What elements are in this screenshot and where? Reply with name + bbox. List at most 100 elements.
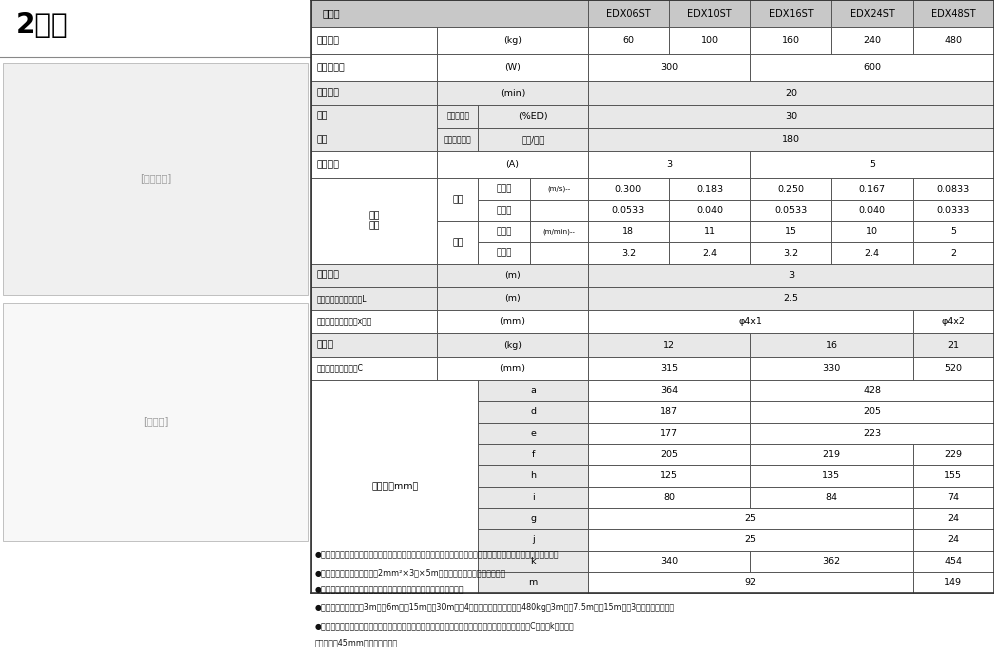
Text: 3: 3: [666, 160, 672, 170]
Bar: [750, 54, 994, 82]
Text: 21: 21: [947, 340, 959, 349]
Bar: [912, 221, 994, 243]
Text: 0.250: 0.250: [777, 184, 804, 193]
Bar: [311, 27, 437, 54]
Text: 2.4: 2.4: [865, 248, 880, 258]
Bar: [311, 82, 437, 105]
Text: 229: 229: [944, 450, 962, 459]
Bar: [311, 333, 437, 356]
Bar: [750, 422, 994, 444]
Text: 5: 5: [869, 160, 875, 170]
Text: 149: 149: [944, 578, 962, 587]
Bar: [587, 105, 994, 128]
Bar: [831, 0, 912, 27]
Text: 0.040: 0.040: [859, 206, 886, 215]
Bar: [750, 0, 831, 27]
Text: 205: 205: [660, 450, 678, 459]
Bar: [530, 179, 587, 200]
Text: 定格荷重: 定格荷重: [316, 36, 339, 45]
Text: 24: 24: [947, 536, 959, 544]
Text: （回/時）: （回/時）: [522, 135, 545, 144]
Text: 30: 30: [785, 112, 797, 121]
Text: 25: 25: [745, 536, 756, 544]
Bar: [587, 179, 669, 200]
Bar: [587, 27, 669, 54]
Text: φ4x1: φ4x1: [739, 317, 762, 326]
Text: 600: 600: [863, 63, 881, 72]
Bar: [587, 128, 994, 151]
Bar: [478, 465, 587, 487]
Text: g: g: [530, 514, 536, 523]
Text: 74: 74: [947, 493, 959, 502]
Text: 最高速: 最高速: [496, 227, 512, 236]
Text: 340: 340: [660, 557, 678, 565]
Bar: [750, 551, 912, 572]
Text: 177: 177: [660, 429, 678, 438]
Bar: [3, 303, 308, 542]
Text: 100: 100: [701, 36, 719, 45]
Bar: [478, 105, 587, 128]
Bar: [478, 221, 530, 243]
Text: 125: 125: [660, 472, 678, 481]
Bar: [437, 128, 478, 151]
Text: k: k: [531, 557, 536, 565]
Bar: [437, 221, 478, 264]
Bar: [750, 243, 831, 264]
Bar: [587, 243, 669, 264]
Bar: [912, 551, 994, 572]
Bar: [437, 105, 478, 128]
Text: 25: 25: [745, 514, 756, 523]
Bar: [587, 287, 994, 310]
Text: (%ED): (%ED): [518, 112, 548, 121]
Text: モータ出力: モータ出力: [316, 63, 345, 72]
Bar: [478, 243, 530, 264]
Text: 昇降
速度: 昇降 速度: [369, 212, 380, 231]
Text: (A): (A): [506, 160, 520, 170]
Text: f: f: [532, 450, 535, 459]
Bar: [831, 179, 912, 200]
Text: (mm): (mm): [500, 364, 526, 373]
Bar: [530, 221, 587, 243]
Text: 24: 24: [947, 514, 959, 523]
Bar: [478, 179, 530, 200]
Bar: [478, 380, 587, 401]
Text: 分速: 分速: [452, 238, 463, 247]
Bar: [530, 200, 587, 221]
Bar: [750, 380, 994, 401]
Text: それぞれ45mm短くなります。: それぞれ45mm短くなります。: [314, 639, 398, 647]
Text: 300: 300: [660, 63, 678, 72]
Text: EDX24ST: EDX24ST: [850, 8, 895, 19]
Text: e: e: [530, 429, 536, 438]
Text: 5: 5: [950, 227, 956, 236]
Bar: [587, 487, 750, 508]
Bar: [669, 27, 750, 54]
Text: 秒速: 秒速: [452, 195, 463, 204]
Bar: [478, 572, 587, 593]
Text: 187: 187: [660, 408, 678, 417]
Bar: [478, 422, 587, 444]
Text: 80: 80: [663, 493, 675, 502]
Text: ●チェーンバケットは3m用、6m用、15m用、30m用の4種類があります。但し、480kgは3m用、7.5m用、15m用の3種類となります。: ●チェーンバケットは3m用、6m用、15m用、30m用の4種類があります。但し、…: [314, 604, 675, 612]
Bar: [311, 105, 437, 128]
Text: j: j: [532, 536, 535, 544]
Text: 寸　法（mm）: 寸 法（mm）: [371, 482, 418, 491]
Text: 60: 60: [622, 36, 634, 45]
Text: ●昇降速度は、定格荷重時における巻上下速度の平均的な値です。また荷重の大小によっても速度は異なります。: ●昇降速度は、定格荷重時における巻上下速度の平均的な値です。また荷重の大小によっ…: [314, 551, 559, 560]
Bar: [478, 200, 530, 221]
Bar: [912, 243, 994, 264]
Text: d: d: [530, 408, 536, 417]
Text: 0.0533: 0.0533: [611, 206, 645, 215]
Bar: [478, 487, 587, 508]
Text: 454: 454: [944, 557, 962, 565]
Bar: [587, 54, 750, 82]
Text: 205: 205: [863, 408, 881, 417]
Bar: [587, 333, 750, 356]
Bar: [311, 380, 478, 593]
Bar: [311, 310, 437, 333]
Bar: [587, 200, 669, 221]
Text: 18: 18: [622, 227, 634, 236]
Bar: [587, 264, 994, 287]
Text: (m): (m): [504, 294, 521, 303]
Bar: [530, 243, 587, 264]
Text: EDX48ST: EDX48ST: [931, 8, 976, 19]
